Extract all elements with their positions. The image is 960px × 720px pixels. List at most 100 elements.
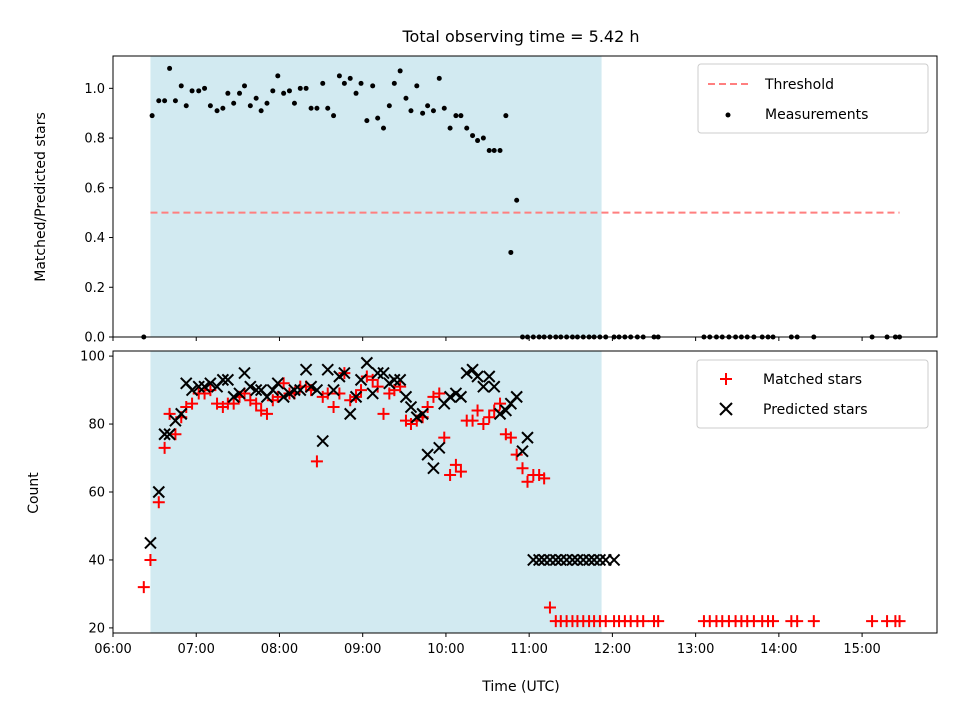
matched-point [144,553,157,566]
measurement-point [453,113,459,119]
measurement-point [320,80,326,86]
predicted-point [338,366,351,380]
predicted-point [227,390,240,404]
matched-point [163,407,176,420]
y-tick-label: 0.0 [84,331,105,346]
predicted-point [377,366,390,380]
predicted-point [233,387,246,400]
predicted-point [521,431,534,444]
measurement-point [514,197,520,203]
matched-point [366,373,379,386]
predicted-point [294,383,307,397]
predicted-point [192,380,205,393]
predicted-point [454,390,468,404]
predicted-point [360,356,374,370]
observing-window-shade [150,351,602,633]
matched-point [454,465,467,478]
predicted-point [288,383,301,397]
matched-point [504,431,517,444]
measurement-point [325,105,331,111]
ratio-panel: 0.0 0.2 0.4 0.6 0.8 1.0 Matched/Predicted sta… [33,55,938,346]
predicted-point [238,366,251,380]
measurement-point [258,108,264,114]
predicted-point [304,380,318,393]
measurement-point [403,95,409,101]
measurement-point [308,105,314,111]
predicted-point [443,390,457,404]
chart-title: Total observing time = 5.42 h [401,27,639,46]
matched-point [767,615,780,628]
measurement-point [156,98,162,104]
measurement-point [408,108,414,114]
predicted-point [266,383,280,397]
matched-point [893,615,906,628]
measurement-point [397,68,403,74]
measurement-point [237,90,243,96]
matched-point [152,496,165,509]
predicted-point [244,380,257,393]
predicted-point [571,553,584,567]
matched-point [516,462,529,475]
matched-point [310,455,323,468]
x-tick-label: 06:00 [94,642,131,657]
measurement-point [202,85,208,91]
x-tick-label: 14:00 [760,642,797,657]
ratio-y-axis-label: Matched/Predicted stars [33,112,49,282]
matched-point [186,397,199,410]
matched-point [444,469,457,482]
measurement-point [358,80,364,86]
y-tick-label: 0.2 [84,281,105,296]
matched-point [433,387,446,400]
measurement-point [341,80,347,86]
counts-legend-box [696,359,929,429]
matched-point [158,441,171,454]
predicted-point [163,428,176,441]
predicted-point [549,553,563,567]
measurement-point [480,135,486,141]
matched-point [538,472,551,485]
predicted-stars-series [144,356,621,567]
matched-point [488,404,501,417]
measurement-point [214,108,220,114]
x-tick-label: 11:00 [510,642,547,657]
measurement-point [291,100,297,106]
matched-point [333,387,346,400]
matched-point [355,384,368,397]
predicted-point [144,536,157,550]
matched-point [438,431,451,444]
predicted-point [554,553,567,567]
measurement-point [247,103,253,109]
measurement-point [420,110,426,116]
predicted-point [198,380,211,393]
measurement-point [183,103,189,109]
predicted-point [477,380,490,393]
matched-point [807,615,820,628]
measurement-point [347,75,353,81]
predicted-point [366,387,379,400]
measurement-point [336,73,342,79]
measurement-point [314,105,320,111]
predicted-point [466,363,479,376]
matched-point [271,390,284,403]
legend-measurements-swatch [725,112,731,118]
ratio-legend: Threshold Measurements [697,63,929,134]
matched-point [866,615,879,628]
measurement-point [196,88,202,94]
matched-point [371,380,384,393]
measurement-point [503,113,509,119]
ratio-legend-box [697,63,929,134]
legend-predicted-swatch [719,402,733,416]
predicted-point [158,428,171,441]
y-tick-label: 0.6 [84,181,105,196]
predicted-point [349,390,363,404]
matched-point [466,414,479,427]
predicted-point [249,383,263,397]
predicted-point [566,553,579,567]
measurement-point [381,125,387,131]
y-tick-label: 60 [88,486,105,501]
y-tick-label: 0.8 [84,132,105,147]
measurement-point [297,85,303,91]
predicted-point [460,366,473,380]
y-tick-label: 80 [88,418,105,433]
measurement-point [386,103,392,109]
